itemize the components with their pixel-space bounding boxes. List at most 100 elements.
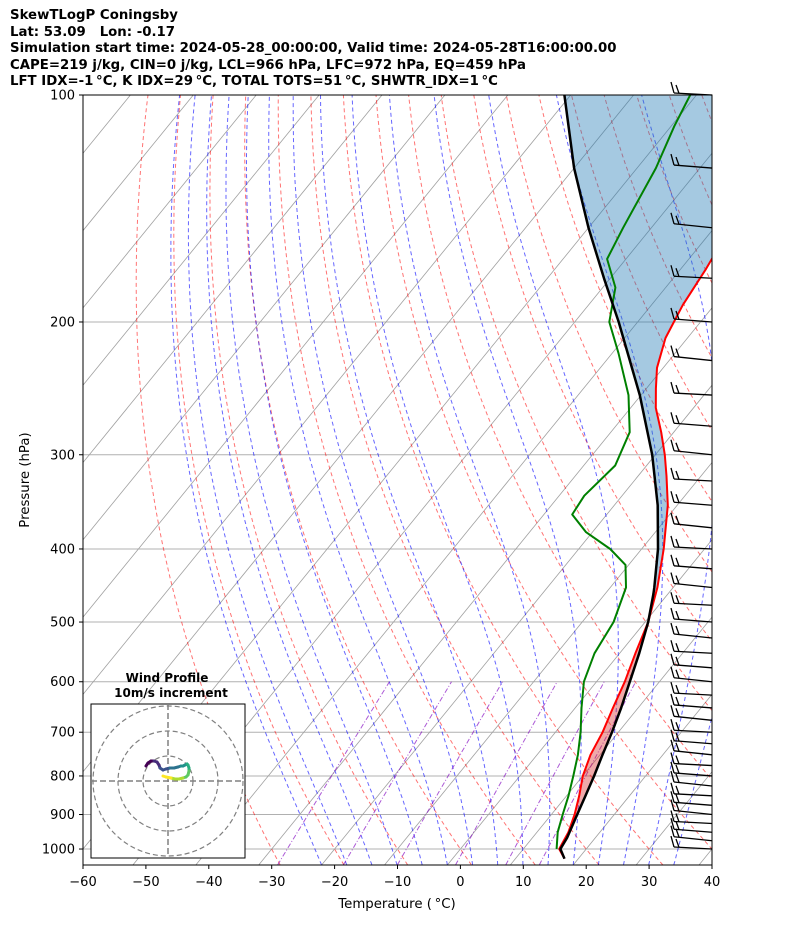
barb-staff <box>673 523 713 529</box>
wind-barb <box>670 791 713 806</box>
wind-barb <box>670 307 713 323</box>
inset-title: Wind Profile <box>126 671 209 685</box>
barb-flag <box>675 215 680 225</box>
barb-staff <box>673 762 713 767</box>
y-tick-label: 400 <box>50 542 75 557</box>
x-axis: −60 −50 −40 −30 −20 −10 0 10 20 30 40 <box>69 865 720 890</box>
x-tick-label: 0 <box>456 875 464 890</box>
barb-flag <box>670 81 675 94</box>
barb-flag <box>675 708 680 717</box>
barb-flag <box>670 739 675 751</box>
barb-flag <box>675 732 680 742</box>
barb-flag <box>675 538 680 548</box>
isotherm-line <box>83 95 572 696</box>
barb-flag <box>670 752 675 764</box>
barb-flag <box>670 153 675 166</box>
wind-barb <box>670 607 713 623</box>
moist-adiabat <box>225 95 398 865</box>
barb-flag <box>670 666 675 678</box>
barb-staff <box>673 772 713 777</box>
moist-adiabat <box>433 95 582 865</box>
barb-staff <box>673 633 713 639</box>
y-axis: 1000 900 800 700 600 500 400 300 200 100 <box>42 89 83 858</box>
y-tick-label: 800 <box>50 769 75 784</box>
barb-flag <box>670 381 675 394</box>
barb-flag <box>675 669 680 679</box>
dry-adiabat <box>209 95 409 865</box>
wind-barb <box>670 752 713 767</box>
barb-staff <box>673 275 713 279</box>
isotherm-line <box>762 95 794 865</box>
barb-staff <box>673 828 713 833</box>
barb-flag <box>670 640 675 652</box>
barb-staff <box>673 715 713 721</box>
barb-flag <box>670 719 675 731</box>
moist-adiabat <box>351 95 524 865</box>
barb-staff <box>673 501 713 506</box>
barb-flag <box>670 729 675 741</box>
barb-flag <box>675 575 680 585</box>
wind-barb <box>670 535 713 550</box>
barb-flag <box>675 742 680 752</box>
barb-flag <box>670 592 675 604</box>
wind-barbs <box>670 81 713 850</box>
barb-flag <box>675 773 680 783</box>
barb-flag <box>675 656 680 666</box>
wind-barb <box>670 810 713 825</box>
profile-lines <box>555 95 712 860</box>
barb-flag <box>675 828 680 838</box>
barb-staff <box>673 355 713 362</box>
wind-barb <box>670 381 713 396</box>
moist-adiabat <box>555 95 664 865</box>
wind-barb <box>670 818 713 833</box>
moist-adiabat <box>268 95 448 865</box>
wind-barb <box>670 729 713 745</box>
isotherm-line <box>83 95 446 541</box>
wind-barb <box>670 705 713 721</box>
barb-flag <box>670 791 675 803</box>
wind-barb <box>670 761 713 777</box>
y-tick-label: 700 <box>50 726 75 741</box>
barb-flag <box>670 835 675 848</box>
barb-flag <box>670 554 675 566</box>
y-tick-label: 1000 <box>42 843 75 858</box>
barb-flag <box>670 607 675 620</box>
isotherm-line <box>698 848 712 865</box>
barb-flag <box>670 307 675 320</box>
isotherm-line <box>83 95 257 309</box>
dry-adiabat <box>701 95 712 124</box>
title-indices-1: CAPE=219 j/kg, CIN=0 j/kg, LCL=966 hPa, … <box>10 57 527 73</box>
dry-adiabat <box>342 95 664 865</box>
barb-flag <box>670 782 675 794</box>
moist-adiabat <box>388 95 551 865</box>
wind-barb <box>670 572 713 589</box>
title-station: SkewTLogP Coningsby <box>10 8 178 23</box>
title-indices-2: LFT IDX=-1 °C, K IDX=29 °C, TOTAL TOTS=5… <box>10 74 498 89</box>
wind-barb <box>670 799 713 816</box>
y-tick-label: 200 <box>50 315 75 330</box>
barb-staff <box>673 223 713 229</box>
barb-staff <box>673 692 713 696</box>
barb-staff <box>673 546 713 550</box>
x-tick-label: −40 <box>195 875 222 890</box>
barb-flag <box>675 515 680 525</box>
barb-flag <box>670 491 675 503</box>
dry-adiabat <box>571 95 712 432</box>
isotherm-line <box>195 229 712 865</box>
wind-barb <box>670 153 713 169</box>
wind-barb <box>670 439 713 456</box>
x-tick-label: −10 <box>384 875 411 890</box>
wind-barb <box>670 693 713 709</box>
dry-adiabat <box>636 95 712 285</box>
parcel-line <box>559 95 660 860</box>
wind-barb <box>670 782 713 797</box>
barb-staff <box>673 836 713 842</box>
barb-staff <box>673 820 713 825</box>
barb-staff <box>673 392 713 396</box>
x-axis-label: Temperature ( °C) <box>337 897 455 912</box>
y-tick-label: 600 <box>50 675 75 690</box>
wind-barb <box>670 554 713 570</box>
cape-area <box>564 95 712 594</box>
wind-barb <box>670 212 713 229</box>
